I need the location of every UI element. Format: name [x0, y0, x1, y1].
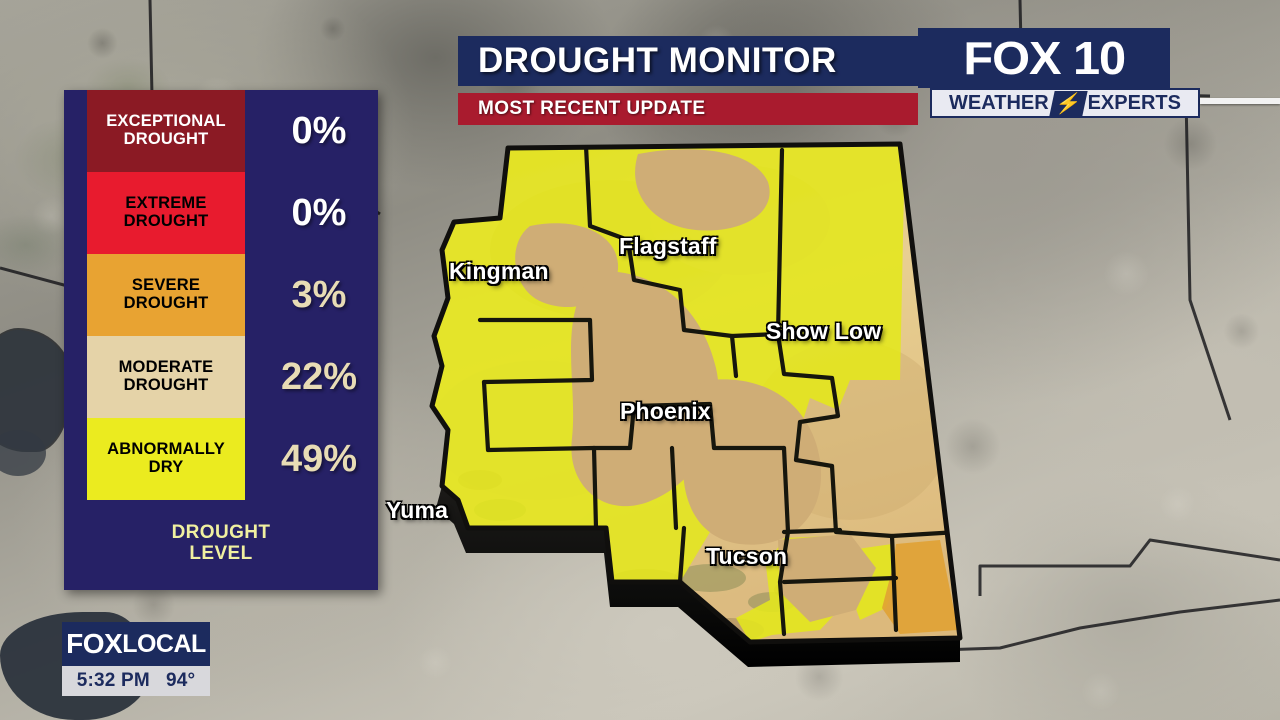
legend-row-exceptional[interactable]: EXCEPTIONAL DROUGHT 0%	[64, 90, 378, 172]
weather-label: WEATHER	[949, 91, 1049, 114]
drought-layer-severe	[882, 540, 958, 634]
legend-label-line1: ABNORMALLY	[107, 440, 225, 459]
fox-local-fox-text: FOX	[66, 628, 123, 659]
legend-footer-line1: DROUGHT	[171, 522, 271, 543]
city-label-yuma: Yuma	[386, 497, 449, 523]
legend-label-line1: MODERATE	[118, 358, 214, 377]
legend-row-abnormally-dry[interactable]: ABNORMALLY DRY 49%	[64, 418, 378, 500]
city-label-flagstaff: Flagstaff	[619, 233, 717, 259]
city-label-show-low: Show Low	[766, 318, 882, 344]
arizona-state-outline	[429, 141, 963, 645]
legend-row-extreme[interactable]: EXTREME DROUGHT 0%	[64, 172, 378, 254]
fox-local-local-text: LOCAL	[122, 629, 206, 658]
drought-legend-panel: EXCEPTIONAL DROUGHT 0% EXTREME DROUGHT 0…	[64, 90, 378, 590]
city-label-kingman: Kingman	[449, 258, 549, 284]
legend-label-line1: EXCEPTIONAL	[106, 112, 226, 131]
experts-label: EXPERTS	[1087, 91, 1181, 114]
legend-row-severe[interactable]: SEVERE DROUGHT 3%	[64, 254, 378, 336]
water-body-small	[0, 430, 46, 476]
legend-label-line1: EXTREME	[125, 194, 207, 213]
fox10-logo-text: FOX 10	[963, 32, 1126, 84]
time-temp-bar: 5:32 PM 94°	[62, 666, 210, 696]
legend-label-line2: DROUGHT	[123, 212, 209, 230]
current-temperature: 94°	[165, 670, 196, 691]
legend-axis-title: DROUGHT LEVEL	[64, 510, 378, 590]
swatch-moderate: MODERATE DROUGHT	[87, 336, 245, 418]
legend-footer-line2: LEVEL	[189, 543, 253, 565]
map-terrain-fill	[432, 144, 960, 642]
legend-percent-severe: 3%	[291, 273, 347, 316]
swatch-severe: SEVERE DROUGHT	[87, 254, 245, 336]
legend-label-line2: DROUGHT	[123, 130, 209, 148]
fox-local-bug: FOX LOCAL 5:32 PM 94°	[62, 622, 210, 700]
legend-percent-abnormally-dry: 49%	[280, 437, 358, 480]
title-banner: DROUGHT MONITOR	[458, 36, 918, 86]
fox10-logo: FOX 10	[918, 28, 1170, 88]
legend-percent-exceptional: 0%	[291, 109, 347, 152]
legend-row-moderate[interactable]: MODERATE DROUGHT 22%	[64, 336, 378, 418]
fox-local-logo: FOX LOCAL	[62, 622, 210, 666]
subtitle-banner: MOST RECENT UPDATE	[458, 93, 918, 125]
lightning-bolt-icon: ⚡	[1049, 90, 1088, 116]
legend-label-line2: DRY	[148, 458, 184, 476]
legend-label-line1: SEVERE	[131, 276, 201, 295]
legend-label-line2: DROUGHT	[123, 376, 209, 394]
map-extrusion	[436, 486, 960, 667]
county-borders	[477, 144, 960, 637]
swatch-abnormally-dry: ABNORMALLY DRY	[87, 418, 245, 500]
legend-percent-extreme: 0%	[291, 191, 347, 234]
swatch-extreme: EXTREME DROUGHT	[87, 172, 245, 254]
legend-label-line2: DROUGHT	[123, 294, 209, 312]
arizona-drought-map[interactable]	[380, 130, 980, 675]
page-subtitle: MOST RECENT UPDATE	[478, 98, 706, 119]
current-time: 5:32 PM	[76, 670, 150, 691]
logo-accent-line	[1200, 98, 1280, 104]
weather-experts-banner: WEATHER ⚡ EXPERTS	[930, 88, 1200, 118]
swatch-exceptional: EXCEPTIONAL DROUGHT	[87, 90, 245, 172]
city-label-phoenix: Phoenix	[620, 398, 711, 424]
legend-percent-moderate: 22%	[280, 355, 358, 398]
city-label-tucson: Tucson	[706, 543, 788, 569]
page-title: DROUGHT MONITOR	[478, 41, 837, 80]
